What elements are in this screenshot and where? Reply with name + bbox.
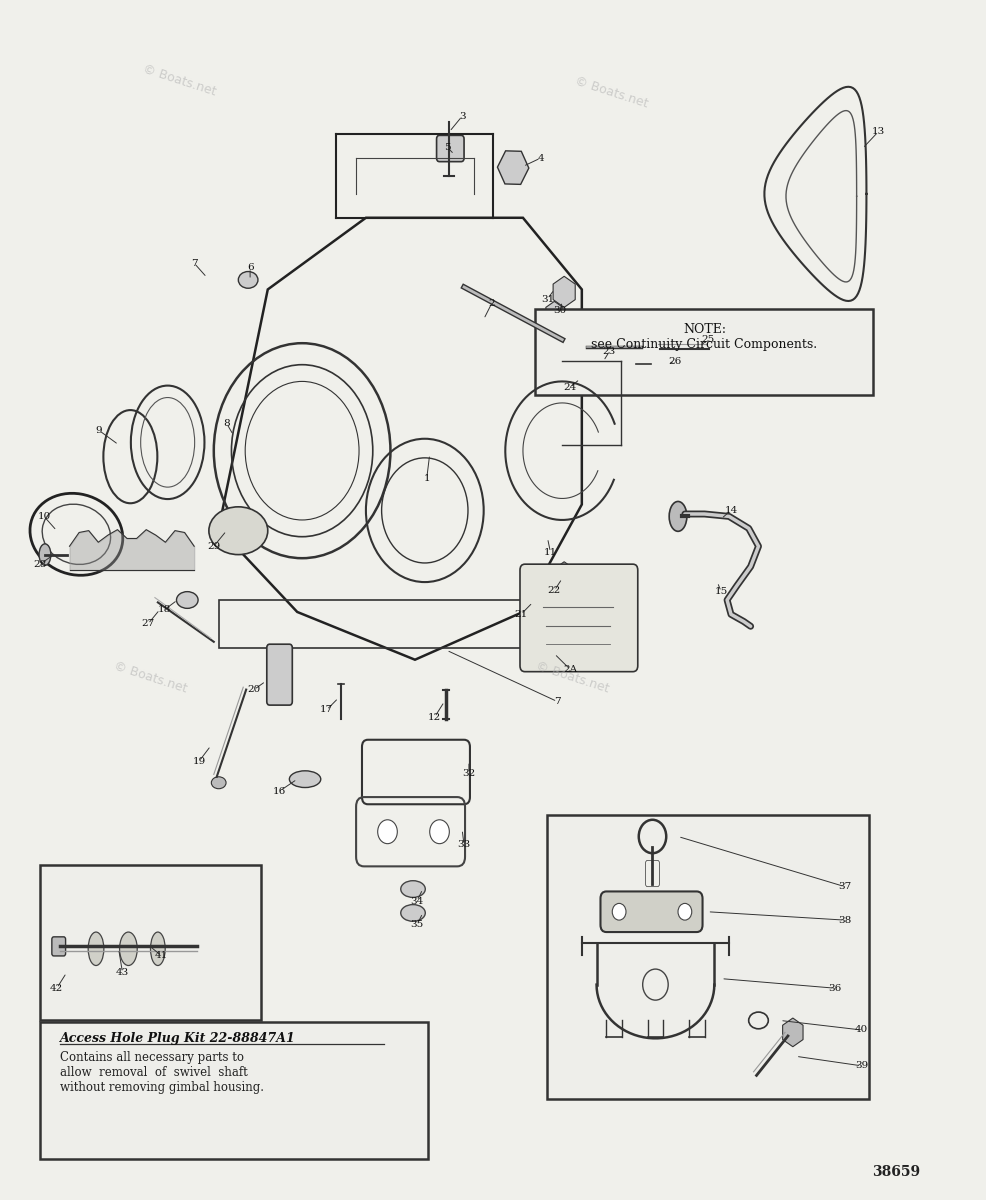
Text: 10: 10 xyxy=(37,512,50,521)
Text: 20: 20 xyxy=(247,685,260,694)
Ellipse shape xyxy=(209,506,267,554)
Text: 7: 7 xyxy=(190,259,197,268)
Text: 39: 39 xyxy=(854,1061,868,1070)
Ellipse shape xyxy=(669,502,686,532)
FancyBboxPatch shape xyxy=(547,815,869,1099)
Text: 2A: 2A xyxy=(562,665,577,673)
Text: 2: 2 xyxy=(488,299,494,308)
Text: 42: 42 xyxy=(50,984,63,992)
Text: 36: 36 xyxy=(827,984,841,992)
Ellipse shape xyxy=(571,332,607,366)
FancyBboxPatch shape xyxy=(40,865,260,1020)
Text: 38: 38 xyxy=(837,916,851,925)
Circle shape xyxy=(677,904,691,920)
Circle shape xyxy=(378,820,397,844)
Text: © Boats.net: © Boats.net xyxy=(533,660,609,696)
Text: 21: 21 xyxy=(514,610,528,619)
Text: 23: 23 xyxy=(602,347,615,356)
Text: 24: 24 xyxy=(563,383,576,392)
Text: 26: 26 xyxy=(668,356,681,366)
Circle shape xyxy=(429,820,449,844)
Text: 16: 16 xyxy=(273,787,286,796)
Ellipse shape xyxy=(88,932,104,966)
Text: 13: 13 xyxy=(871,127,884,137)
FancyBboxPatch shape xyxy=(534,308,873,395)
Text: 14: 14 xyxy=(724,506,737,515)
Text: 22: 22 xyxy=(547,586,560,595)
Ellipse shape xyxy=(150,932,165,966)
Text: 30: 30 xyxy=(553,306,566,316)
Text: 6: 6 xyxy=(246,264,253,272)
FancyBboxPatch shape xyxy=(266,644,292,706)
FancyBboxPatch shape xyxy=(645,860,659,887)
Text: 4: 4 xyxy=(536,154,543,162)
FancyBboxPatch shape xyxy=(52,937,65,956)
Text: 5: 5 xyxy=(444,143,451,152)
Text: 8: 8 xyxy=(223,419,230,427)
Text: 33: 33 xyxy=(457,840,470,850)
Text: © Boats.net: © Boats.net xyxy=(111,660,188,696)
Text: 32: 32 xyxy=(461,769,475,778)
Ellipse shape xyxy=(400,905,425,922)
Ellipse shape xyxy=(238,271,257,288)
FancyBboxPatch shape xyxy=(520,564,637,672)
Text: 3: 3 xyxy=(458,112,465,121)
Text: 18: 18 xyxy=(158,605,172,614)
Ellipse shape xyxy=(289,770,320,787)
Text: 9: 9 xyxy=(96,426,103,434)
Text: 31: 31 xyxy=(540,294,553,304)
Circle shape xyxy=(611,904,625,920)
Ellipse shape xyxy=(39,544,51,565)
Text: 12: 12 xyxy=(428,713,441,721)
Text: 11: 11 xyxy=(543,547,556,557)
Ellipse shape xyxy=(400,881,425,898)
Text: 35: 35 xyxy=(410,920,423,929)
Ellipse shape xyxy=(176,592,198,608)
FancyBboxPatch shape xyxy=(436,136,463,162)
Text: 43: 43 xyxy=(115,968,129,977)
Text: 27: 27 xyxy=(141,619,155,629)
Ellipse shape xyxy=(119,932,137,966)
Text: © Boats.net: © Boats.net xyxy=(572,74,649,110)
Text: Contains all necessary parts to
allow  removal  of  swivel  shaft
without removi: Contains all necessary parts to allow re… xyxy=(59,1051,263,1094)
Text: 29: 29 xyxy=(207,541,220,551)
FancyBboxPatch shape xyxy=(40,1021,427,1159)
Text: Access Hole Plug Kit 22-88847A1: Access Hole Plug Kit 22-88847A1 xyxy=(59,1032,295,1045)
Text: 1: 1 xyxy=(423,474,430,482)
Ellipse shape xyxy=(211,776,226,788)
Text: 25: 25 xyxy=(700,335,713,344)
Text: 17: 17 xyxy=(319,706,333,714)
Text: 37: 37 xyxy=(837,882,851,892)
Text: 7: 7 xyxy=(553,697,560,706)
Text: 38659: 38659 xyxy=(872,1165,920,1180)
Text: 28: 28 xyxy=(34,559,46,569)
Text: 19: 19 xyxy=(192,757,205,766)
Text: 34: 34 xyxy=(410,896,423,906)
Text: 41: 41 xyxy=(155,952,169,960)
Text: © Boats.net: © Boats.net xyxy=(141,62,218,98)
Text: 40: 40 xyxy=(854,1026,868,1034)
Text: NOTE:
see Continuity Circuit Components.: NOTE: see Continuity Circuit Components. xyxy=(591,323,816,350)
Text: 15: 15 xyxy=(714,587,727,596)
FancyBboxPatch shape xyxy=(599,892,702,932)
